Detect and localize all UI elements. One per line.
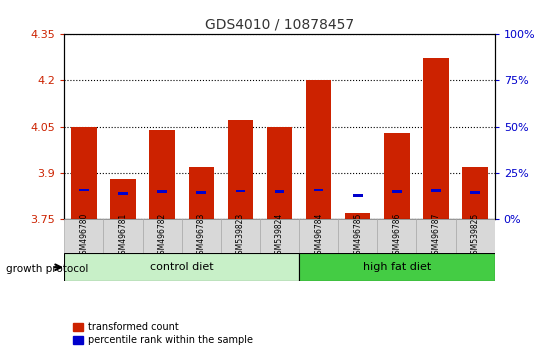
Bar	[228, 120, 253, 219]
Bar	[423, 58, 449, 219]
Bar	[221, 219, 260, 253]
Bar	[149, 130, 175, 219]
Bar	[456, 219, 495, 253]
Text: GSM496787: GSM496787	[432, 213, 440, 259]
Bar	[462, 167, 488, 219]
Bar	[188, 167, 214, 219]
Bar	[110, 179, 136, 219]
Text: GSM539823: GSM539823	[236, 213, 245, 259]
Bar	[103, 219, 143, 253]
Bar	[416, 219, 456, 253]
Bar	[260, 219, 299, 253]
Bar	[267, 127, 292, 219]
Text: GSM496785: GSM496785	[353, 213, 362, 259]
Bar	[274, 190, 285, 193]
Bar	[157, 190, 167, 193]
Bar	[235, 190, 245, 192]
Text: GSM539825: GSM539825	[471, 213, 480, 259]
Legend: transformed count, percentile rank within the sample: transformed count, percentile rank withi…	[69, 319, 257, 349]
Bar	[353, 194, 363, 197]
Text: GSM496782: GSM496782	[158, 213, 167, 259]
Text: GSM496786: GSM496786	[392, 213, 401, 259]
Bar	[431, 189, 441, 192]
Bar	[299, 253, 495, 281]
Bar	[299, 219, 338, 253]
Bar	[338, 219, 377, 253]
Text: GSM496784: GSM496784	[314, 213, 323, 259]
Bar	[182, 219, 221, 253]
Bar	[306, 80, 331, 219]
Text: control diet: control diet	[150, 262, 214, 272]
Bar	[79, 189, 89, 192]
Text: GSM496783: GSM496783	[197, 213, 206, 259]
Text: GSM539824: GSM539824	[275, 213, 284, 259]
Title: GDS4010 / 10878457: GDS4010 / 10878457	[205, 17, 354, 31]
Bar	[384, 133, 410, 219]
Bar	[64, 253, 299, 281]
Text: GSM496781: GSM496781	[119, 213, 127, 259]
Bar	[143, 219, 182, 253]
Bar	[470, 191, 480, 194]
Bar	[196, 191, 206, 194]
Bar	[64, 219, 103, 253]
Bar	[392, 190, 402, 193]
Text: high fat diet: high fat diet	[363, 262, 431, 272]
Text: growth protocol: growth protocol	[6, 264, 88, 274]
Bar	[377, 219, 416, 253]
Text: GSM496780: GSM496780	[79, 213, 88, 259]
Bar	[345, 213, 371, 219]
Bar	[314, 189, 324, 192]
Bar	[71, 127, 97, 219]
Bar	[118, 192, 128, 195]
